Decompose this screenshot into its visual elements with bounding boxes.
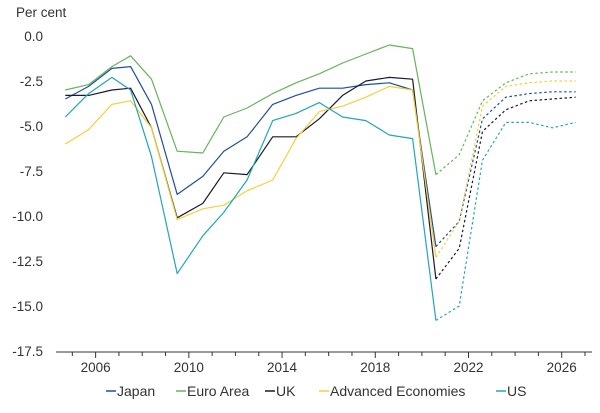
- y-tick-label: -15.0: [12, 299, 43, 314]
- x-axis: 2006 2010 2014 2018 2022 2026: [71, 352, 586, 375]
- legend-label-us: US: [507, 383, 526, 399]
- series-line-japan: [65, 65, 437, 247]
- x-tick-label: 2006: [81, 360, 111, 375]
- series-projection-advanced-economies: [435, 80, 576, 258]
- y-tick-label: -7.5: [20, 164, 43, 179]
- y-tick-label: 0.0: [24, 29, 43, 44]
- series-line-us: [64, 76, 437, 321]
- x-tick-label: 2018: [360, 360, 390, 375]
- x-tick-label: 2014: [267, 360, 298, 375]
- series-projection-us: [435, 121, 576, 321]
- legend: Japan Euro Area UK Advanced Economies US: [106, 383, 526, 399]
- y-tick-label: -10.0: [12, 209, 43, 224]
- x-tick-label: 2026: [547, 360, 577, 375]
- plot-area: [64, 44, 576, 321]
- legend-label-euro-area: Euro Area: [187, 383, 249, 399]
- series-projection-uk: [435, 96, 576, 280]
- series-line-uk: [65, 76, 437, 280]
- series-projection-japan: [435, 91, 576, 248]
- legend-label-advanced-economies: Advanced Economies: [330, 383, 465, 399]
- legend-label-japan: Japan: [117, 383, 155, 399]
- y-tick-label: -17.5: [12, 344, 43, 359]
- series-line-advanced-economies: [64, 85, 437, 258]
- y-tick-label: -5.0: [20, 119, 43, 134]
- y-axis-unit-label: Per cent: [16, 5, 67, 20]
- legend-label-uk: UK: [276, 383, 296, 399]
- x-tick-label: 2022: [453, 360, 483, 375]
- y-tick-label: -2.5: [20, 74, 43, 89]
- y-axis: 0.0 -2.5 -5.0 -7.5 -10.0 -12.5 -15.0 -17.5: [12, 29, 43, 359]
- x-tick-label: 2010: [174, 360, 204, 375]
- series-projection-euro-area: [435, 71, 576, 176]
- series-line-euro-area: [65, 44, 437, 175]
- y-tick-label: -12.5: [12, 254, 43, 269]
